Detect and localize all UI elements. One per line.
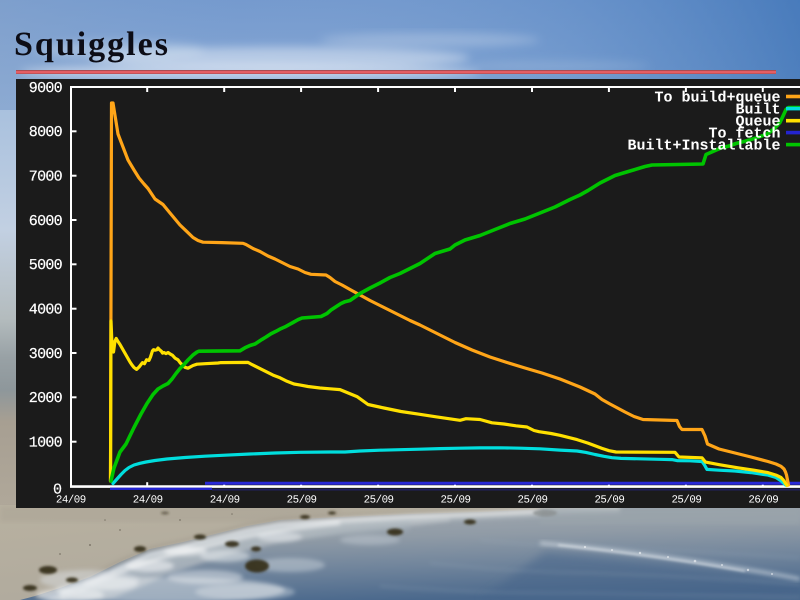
svg-text:25/09: 25/09	[518, 495, 548, 507]
svg-text:To build+queue: To build+queue	[654, 90, 780, 107]
svg-text:Queue: Queue	[735, 114, 780, 131]
svg-text:25/09: 25/09	[364, 495, 394, 507]
svg-text:25/09: 25/09	[441, 495, 471, 507]
svg-text:4000: 4000	[29, 302, 63, 319]
svg-text:1000: 1000	[29, 435, 63, 452]
svg-text:5000: 5000	[29, 257, 63, 274]
svg-text:25/09: 25/09	[287, 495, 317, 507]
svg-text:25/09: 25/09	[671, 495, 701, 507]
svg-text:Built: Built	[735, 102, 780, 119]
svg-text:Built+Installable: Built+Installable	[627, 138, 780, 155]
svg-text:8000: 8000	[29, 124, 63, 141]
svg-text:7000: 7000	[29, 169, 63, 186]
svg-text:3000: 3000	[29, 346, 63, 363]
svg-text:24/09: 24/09	[210, 495, 240, 507]
svg-text:24/09: 24/09	[56, 495, 86, 507]
svg-text:26/09: 26/09	[748, 495, 778, 507]
svg-text:25/09: 25/09	[594, 495, 624, 507]
svg-text:0: 0	[53, 482, 62, 499]
svg-text:24/09: 24/09	[133, 495, 163, 507]
svg-text:9000: 9000	[29, 80, 63, 97]
svg-text:2000: 2000	[29, 390, 63, 407]
svg-text:6000: 6000	[29, 213, 63, 230]
svg-text:To fetch: To fetch	[708, 126, 780, 143]
